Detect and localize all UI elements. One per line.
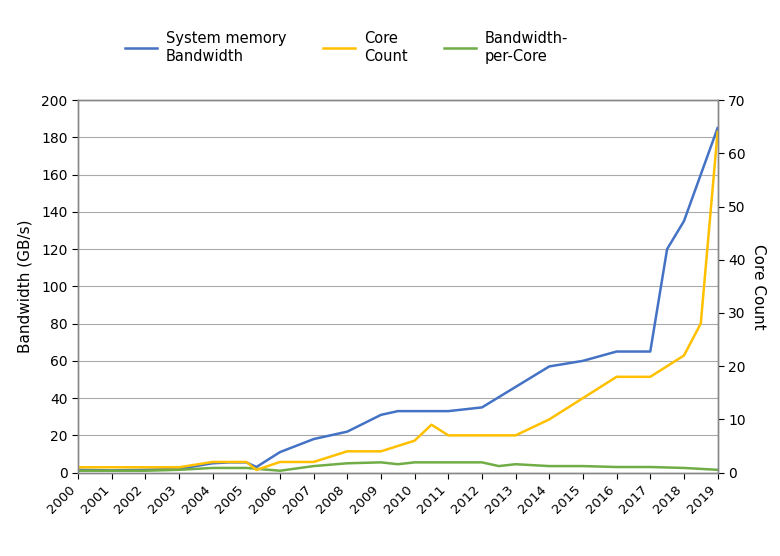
Bandwidth-
per-Core [444, 459, 453, 466]
Core
Count [679, 352, 689, 359]
System memory
Bandwidth [309, 436, 318, 443]
System memory
Bandwidth [107, 467, 116, 474]
Core
Count [427, 421, 436, 428]
System memory
Bandwidth [252, 464, 261, 470]
Line: System memory
Bandwidth: System memory Bandwidth [78, 128, 718, 470]
Bandwidth-
per-Core [208, 465, 218, 471]
Core
Count [342, 448, 352, 455]
Core
Count [174, 464, 183, 470]
System memory
Bandwidth [477, 404, 487, 411]
Bandwidth-
per-Core [578, 463, 587, 469]
Core
Count [73, 464, 83, 470]
Bandwidth-
per-Core [242, 465, 251, 471]
Bandwidth-
per-Core [477, 459, 487, 466]
Core
Count [646, 374, 655, 380]
System memory
Bandwidth [679, 218, 689, 225]
Y-axis label: Core Count: Core Count [751, 244, 767, 329]
Core
Count [242, 459, 251, 465]
Core
Count [107, 464, 116, 470]
System memory
Bandwidth [578, 358, 587, 364]
Bandwidth-
per-Core [342, 460, 352, 466]
System memory
Bandwidth [444, 408, 453, 414]
System memory
Bandwidth [73, 466, 83, 473]
System memory
Bandwidth [662, 246, 672, 252]
Core
Count [208, 459, 218, 465]
Core
Count [511, 432, 520, 439]
System memory
Bandwidth [242, 459, 251, 466]
Core
Count [477, 432, 487, 439]
Legend: System memory
Bandwidth, Core
Count, Bandwidth-
per-Core: System memory Bandwidth, Core Count, Ban… [119, 26, 574, 70]
Line: Bandwidth-
per-Core: Bandwidth- per-Core [78, 463, 718, 471]
Core
Count [444, 432, 453, 439]
System memory
Bandwidth [140, 466, 150, 473]
System memory
Bandwidth [342, 428, 352, 435]
Core
Count [275, 459, 285, 465]
Core
Count [410, 438, 420, 444]
System memory
Bandwidth [544, 363, 554, 370]
System memory
Bandwidth [225, 459, 234, 466]
Core
Count [140, 464, 150, 470]
System memory
Bandwidth [376, 411, 385, 418]
Bandwidth-
per-Core [646, 464, 655, 470]
Bandwidth-
per-Core [140, 468, 150, 474]
Bandwidth-
per-Core [511, 461, 520, 468]
Bandwidth-
per-Core [612, 464, 622, 470]
Core
Count [696, 320, 705, 327]
Bandwidth-
per-Core [275, 468, 285, 474]
Core
Count [252, 466, 261, 473]
Bandwidth-
per-Core [73, 468, 83, 474]
System memory
Bandwidth [511, 384, 520, 390]
System memory
Bandwidth [646, 348, 655, 355]
Core
Count [713, 128, 722, 135]
System memory
Bandwidth [713, 125, 722, 131]
System memory
Bandwidth [410, 408, 420, 414]
Bandwidth-
per-Core [393, 461, 402, 468]
Core
Count [612, 374, 622, 380]
Bandwidth-
per-Core [107, 468, 116, 474]
Core
Count [309, 459, 318, 465]
Core
Count [544, 416, 554, 423]
System memory
Bandwidth [208, 460, 218, 466]
Bandwidth-
per-Core [713, 466, 722, 473]
Y-axis label: Bandwidth (GB/s): Bandwidth (GB/s) [18, 220, 33, 353]
Bandwidth-
per-Core [174, 466, 183, 473]
Bandwidth-
per-Core [679, 465, 689, 471]
Bandwidth-
per-Core [544, 463, 554, 469]
Bandwidth-
per-Core [494, 463, 503, 469]
Bandwidth-
per-Core [376, 459, 385, 466]
Core
Count [578, 395, 587, 401]
System memory
Bandwidth [612, 348, 622, 355]
Bandwidth-
per-Core [309, 463, 318, 469]
System memory
Bandwidth [275, 449, 285, 455]
Line: Core
Count: Core Count [78, 132, 718, 470]
Bandwidth-
per-Core [410, 459, 420, 466]
Core
Count [376, 448, 385, 455]
System memory
Bandwidth [174, 465, 183, 472]
System memory
Bandwidth [393, 408, 402, 414]
